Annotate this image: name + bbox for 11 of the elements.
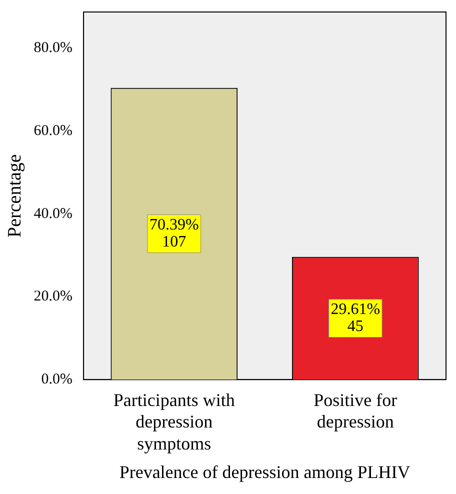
y-tick-label: 0.0% [41,372,73,388]
data-label: 70.39% 107 [149,216,199,250]
y-tick-label: 60.0% [34,122,73,139]
y-tick-label: 40.0% [34,206,73,222]
x-axis-title: Prevalence of depression among PLHIV [119,462,410,482]
data-label: 29.61% 45 [330,300,380,335]
y-axis-title: Percentage [4,154,26,238]
y-tick-label: 20.0% [34,288,73,305]
y-tick-label: 80.0% [34,40,73,56]
x-tick-label: Participants with depression symptoms [113,390,235,454]
x-tick-label: Positive for depression [314,390,398,432]
